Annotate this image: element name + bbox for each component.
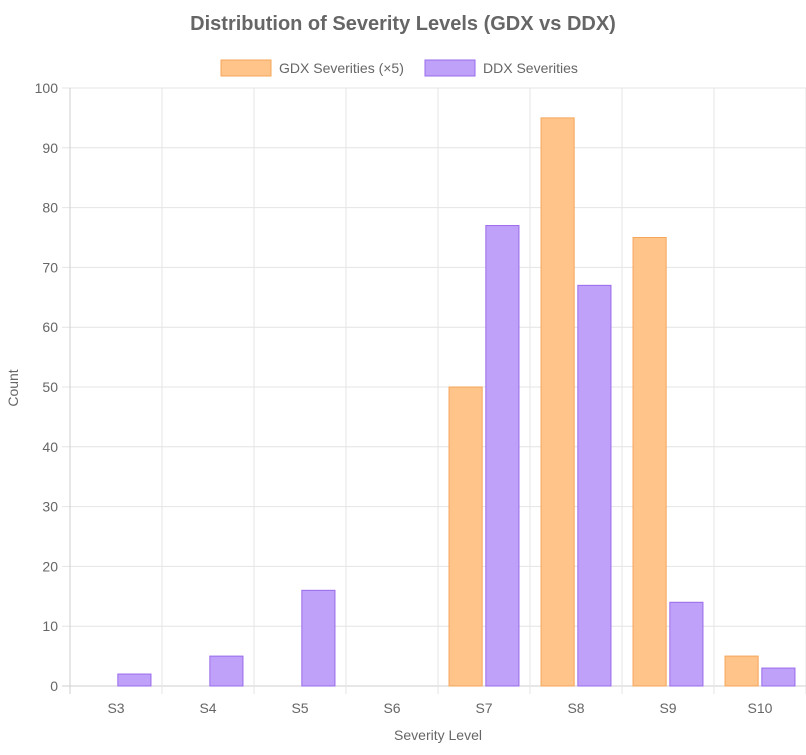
legend-swatch-gdx [220, 59, 272, 77]
legend: GDX Severities (×5) DDX Severities [220, 59, 578, 77]
x-tick-label: S4 [199, 700, 216, 716]
x-tick-label: S7 [475, 700, 492, 716]
grid [62, 87, 806, 694]
bar-ddx-s7[interactable] [485, 225, 520, 687]
x-tick-label: S6 [383, 700, 400, 716]
bar-gdx-s8[interactable] [540, 117, 575, 687]
y-tick-label: 20 [42, 558, 58, 574]
x-tick-label: S9 [659, 700, 676, 716]
chart-title: Distribution of Severity Levels (GDX vs … [190, 13, 616, 35]
bar-gdx-s9[interactable] [632, 237, 667, 687]
bar-ddx-s9[interactable] [669, 601, 704, 687]
x-tick-label: S8 [567, 700, 584, 716]
y-tick-label: 40 [42, 439, 58, 455]
y-tick-label: 10 [42, 618, 58, 634]
y-tick-label: 100 [35, 80, 59, 96]
bars [117, 117, 796, 687]
legend-label-ddx: DDX Severities [483, 60, 578, 76]
y-axis-title: Count [5, 369, 21, 406]
x-tick-label: S5 [291, 700, 308, 716]
x-tick-label: S3 [107, 700, 124, 716]
x-tick-label: S10 [748, 700, 773, 716]
y-tick-label: 0 [50, 678, 58, 694]
y-tick-label: 50 [42, 379, 58, 395]
legend-item-ddx[interactable]: DDX Severities [424, 59, 578, 77]
y-tick-label: 90 [42, 140, 58, 156]
bar-ddx-s3[interactable] [117, 673, 152, 687]
x-axis-title: Severity Level [394, 727, 482, 743]
legend-item-gdx[interactable]: GDX Severities (×5) [220, 59, 404, 77]
bar-ddx-s5[interactable] [301, 589, 336, 687]
y-tick-label: 30 [42, 499, 58, 515]
bar-ddx-s8[interactable] [577, 284, 612, 687]
bar-ddx-s10[interactable] [761, 667, 796, 687]
legend-swatch-ddx [424, 59, 476, 77]
axes: 0 10 20 30 40 50 60 70 80 90 100 S3 S4 S5 S6 S7 S8 S9 S10 [35, 80, 773, 716]
y-tick-label: 60 [42, 319, 58, 335]
y-tick-label: 80 [42, 200, 58, 216]
bar-gdx-s7[interactable] [448, 386, 483, 687]
y-tick-label: 70 [42, 259, 58, 275]
bar-gdx-s10[interactable] [724, 655, 759, 687]
bar-ddx-s4[interactable] [209, 655, 244, 687]
legend-label-gdx: GDX Severities (×5) [279, 60, 404, 76]
